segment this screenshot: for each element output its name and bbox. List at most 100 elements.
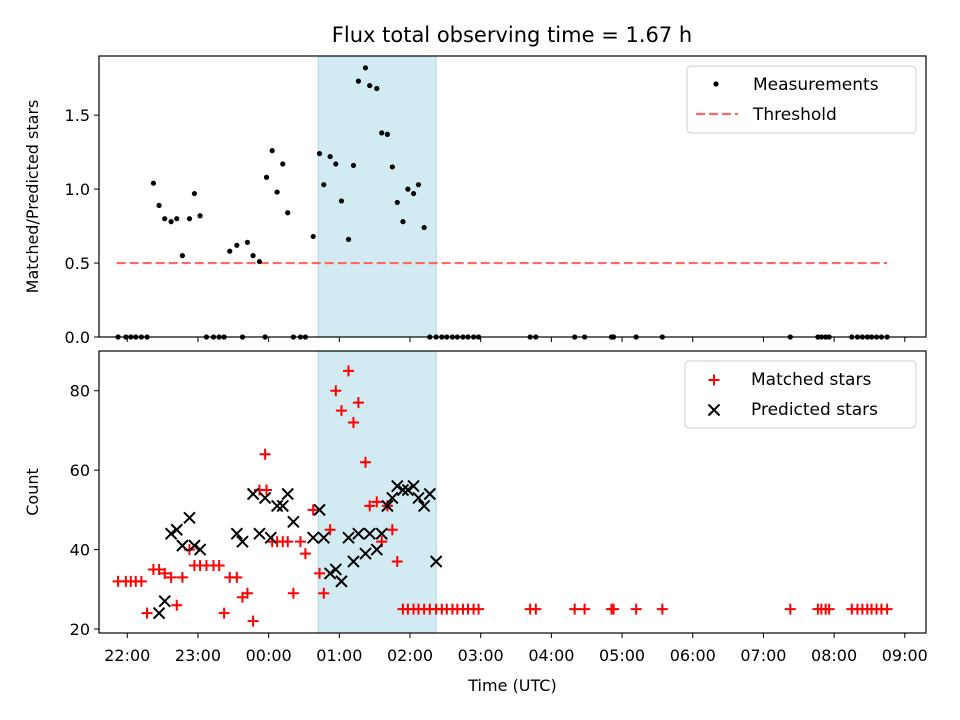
predicted-stars-point xyxy=(287,515,300,528)
measurement-point xyxy=(362,65,369,71)
measurement-point xyxy=(263,174,270,180)
matched-stars-point xyxy=(153,563,165,575)
x-tick-label: 07:00 xyxy=(740,646,786,665)
measurement-point xyxy=(174,216,180,222)
matched-stars-point xyxy=(259,448,271,460)
y-tick-label: 40 xyxy=(70,541,90,560)
predicted-stars-point xyxy=(164,527,178,540)
matched-stars-point xyxy=(530,603,542,615)
predicted-stars-point xyxy=(347,555,360,568)
measurement-point xyxy=(274,189,280,195)
predicted-stars-point xyxy=(323,567,337,580)
matched-stars-point xyxy=(165,571,177,583)
measurement-point xyxy=(394,199,400,206)
y-tick-label: 1.5 xyxy=(65,106,90,125)
measurement-point xyxy=(256,258,263,265)
predicted-stars-point xyxy=(188,539,201,552)
matched-stars-point xyxy=(176,571,188,583)
y-axis-label: Matched/Predicted stars xyxy=(23,100,42,294)
matched-stars-point xyxy=(159,567,171,579)
matched-stars-point xyxy=(213,559,225,571)
predicted-stars-point xyxy=(386,491,399,505)
measurement-point xyxy=(197,213,203,219)
predicted-stars-point xyxy=(429,555,443,568)
measurement-point xyxy=(316,151,323,157)
predicted-stars-point xyxy=(176,539,189,552)
measurement-point xyxy=(191,190,198,197)
matched-stars-point xyxy=(294,536,306,548)
predicted-stars-point xyxy=(152,606,166,620)
matched-stars-point xyxy=(324,524,336,536)
measurement-point xyxy=(168,219,174,225)
measurement-point xyxy=(162,216,168,222)
measurement-point xyxy=(355,78,362,84)
y-tick-label: 0.0 xyxy=(65,328,90,347)
predicted-stars-point xyxy=(412,491,425,505)
measurement-point xyxy=(156,202,162,208)
measurement-point xyxy=(333,161,339,167)
matched-stars-point xyxy=(352,397,364,409)
predicted-stars-point xyxy=(317,531,330,544)
x-tick-label: 06:00 xyxy=(670,646,716,665)
predicted-stars-point xyxy=(253,527,266,540)
y-tick-label: 80 xyxy=(70,382,90,401)
matched-stars-point xyxy=(141,607,153,619)
x-tick-label: 23:00 xyxy=(175,646,221,665)
legend-measurements-marker xyxy=(713,81,719,87)
matched-stars-point xyxy=(371,496,383,508)
shaded-interval xyxy=(317,55,437,338)
x-tick-label: 09:00 xyxy=(882,646,928,665)
predicted-stars-point xyxy=(193,543,207,556)
predicted-stars-point xyxy=(246,487,260,501)
predicted-stars-point xyxy=(396,483,410,497)
matched-stars-point xyxy=(656,603,668,615)
predicted-stars-point xyxy=(258,491,272,505)
predicted-stars-point xyxy=(407,479,420,493)
axes-frame xyxy=(98,55,927,338)
measurement-point xyxy=(310,233,316,240)
predicted-stars-point xyxy=(417,499,431,513)
measurement-point xyxy=(379,130,385,136)
predicted-stars-point xyxy=(329,563,342,576)
x-tick-label: 00:00 xyxy=(246,646,292,665)
matched-stars-point xyxy=(630,603,642,615)
predicted-stars-point xyxy=(306,531,320,544)
measurement-point xyxy=(280,161,286,167)
matched-stars-point xyxy=(330,385,342,397)
x-tick-label: 04:00 xyxy=(528,646,574,665)
predicted-stars-point xyxy=(363,527,376,540)
measurement-point xyxy=(179,253,186,259)
matched-stars-point xyxy=(241,587,253,599)
y-tick-label: 1.0 xyxy=(65,180,90,199)
predicted-stars-point xyxy=(342,531,355,544)
measurement-point xyxy=(421,224,427,231)
matched-stars-point xyxy=(299,548,311,560)
matched-stars-point xyxy=(347,416,359,428)
predicted-stars-point xyxy=(236,535,249,548)
legend-predicted-marker xyxy=(707,403,721,417)
legend-box xyxy=(684,360,917,429)
predicted-stars-point xyxy=(170,523,183,536)
measurement-point xyxy=(269,148,275,154)
x-tick-label: 01:00 xyxy=(316,646,362,665)
measurement-point xyxy=(150,180,157,186)
predicted-stars-point xyxy=(313,503,326,517)
matched-stars-point xyxy=(608,603,620,615)
predicted-stars-point xyxy=(401,483,415,497)
matched-stars-point xyxy=(307,504,319,516)
matched-stars-point xyxy=(335,405,347,417)
measurement-point xyxy=(244,239,251,245)
matched-stars-point xyxy=(359,456,371,468)
predicted-stars-point xyxy=(423,487,437,501)
figure-title: Flux total observing time = 1.67 h xyxy=(332,23,692,47)
measurement-point xyxy=(250,253,256,259)
predicted-stars-point xyxy=(335,575,348,588)
measurement-point xyxy=(415,182,422,188)
measurement-point xyxy=(384,131,390,137)
ratio-panel: 0.0 0.5 1.0 1.5 Matched/Predicted stars Measu… xyxy=(23,55,927,347)
predicted-stars-point xyxy=(352,527,365,540)
measurement-point xyxy=(234,242,240,248)
x-tick-label: 02:00 xyxy=(387,646,433,665)
measurement-point xyxy=(410,190,417,197)
legend-measurements-label: Measurements xyxy=(753,75,879,95)
